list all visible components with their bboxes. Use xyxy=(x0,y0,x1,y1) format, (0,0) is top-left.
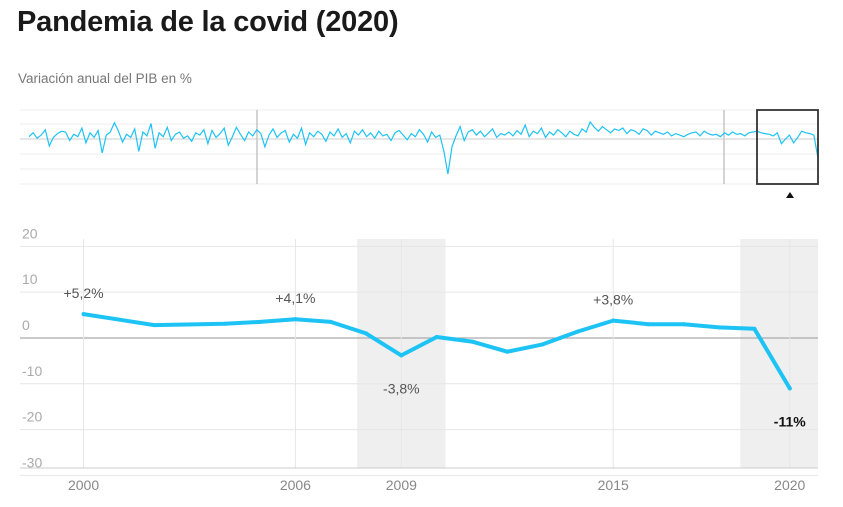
gdp-data-point xyxy=(717,325,722,330)
gdp-data-point xyxy=(752,326,757,331)
gdp-data-point xyxy=(505,349,510,354)
gdp-data-point xyxy=(540,342,545,347)
x-tick-label: 2020 xyxy=(774,477,805,493)
gdp-data-point xyxy=(787,386,792,391)
gdp-data-point xyxy=(364,331,369,336)
data-label: -3,8% xyxy=(383,380,420,396)
x-tick-label: 2015 xyxy=(598,477,629,493)
page-title: Pandemia de la covid (2020) xyxy=(17,6,399,38)
gdp-data-point xyxy=(681,322,686,327)
navigator-selection-box[interactable] xyxy=(756,109,819,185)
gdp-data-point xyxy=(399,353,404,358)
data-label: +3,8% xyxy=(593,292,633,308)
y-tick-label: 20 xyxy=(22,225,38,241)
x-tick-label: 2006 xyxy=(280,477,311,493)
gdp-data-point xyxy=(81,312,86,317)
y-tick-label: -20 xyxy=(22,409,42,425)
gdp-data-point xyxy=(469,339,474,344)
navigator-series-line xyxy=(28,120,819,175)
gdp-data-point xyxy=(434,335,439,340)
recession-shade xyxy=(740,239,818,468)
data-label: +4,1% xyxy=(275,290,315,306)
data-label: +5,2% xyxy=(64,285,104,301)
y-tick-label: -30 xyxy=(22,454,42,470)
gdp-data-point xyxy=(152,323,157,328)
gdp-data-point xyxy=(575,329,580,334)
data-label: -11% xyxy=(774,413,806,429)
navigator-chart[interactable] xyxy=(0,0,843,210)
y-tick-label: -10 xyxy=(22,363,42,379)
gdp-data-point xyxy=(222,321,227,326)
x-tick-label: 2000 xyxy=(68,477,99,493)
gdp-data-point xyxy=(646,322,651,327)
gdp-data-point xyxy=(293,317,298,322)
y-tick-label: 0 xyxy=(22,317,30,333)
gdp-data-point xyxy=(611,318,616,323)
navigator-handle-icon[interactable] xyxy=(786,192,794,198)
chart-subtitle: Variación anual del PIB en % xyxy=(18,71,192,86)
x-tick-label: 2009 xyxy=(386,477,417,493)
gdp-data-point xyxy=(328,319,333,324)
gdp-data-point xyxy=(258,319,263,324)
y-tick-label: 10 xyxy=(22,271,38,287)
